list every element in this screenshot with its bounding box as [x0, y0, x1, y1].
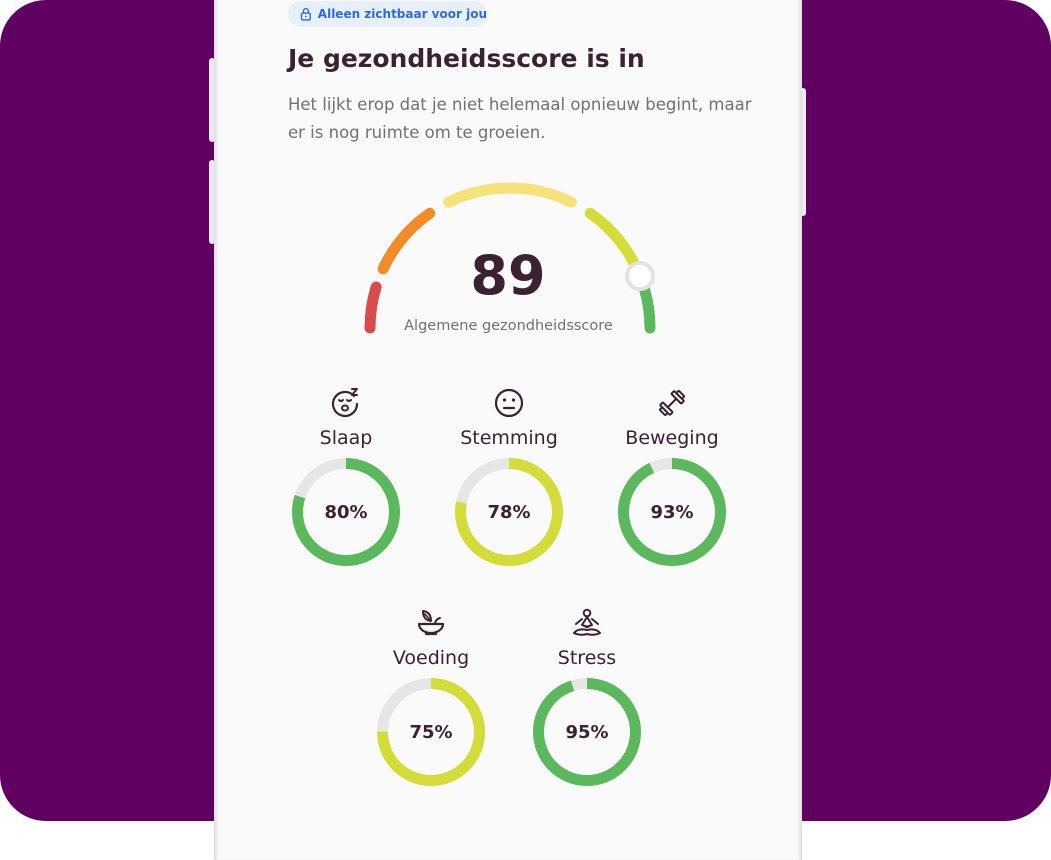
gauge-indicator-knob	[624, 261, 655, 292]
metric-name: Stemming	[460, 427, 558, 449]
overall-score-gauge	[364, 182, 656, 334]
metric-progress-ring	[455, 458, 563, 566]
phone-side-button	[209, 58, 215, 142]
privacy-badge: Alleen zichtbaar voor jou	[288, 1, 487, 27]
metric-percent: 78%	[487, 501, 531, 523]
metric-percent: 95%	[565, 721, 609, 743]
overall-score-label: Algemene gezondheidsscore	[404, 318, 613, 334]
metric-percent: 80%	[324, 501, 368, 523]
metric-name: Slaap	[319, 427, 373, 449]
metric-progress-ring	[618, 458, 726, 566]
metric-progress-ring	[292, 458, 400, 566]
gauge-segment-green	[638, 281, 656, 334]
gauge-segment-red	[364, 281, 382, 334]
sleeping-face-icon	[331, 388, 359, 418]
gauge-segment-orange	[377, 207, 436, 275]
gauge-segment-yellow	[443, 182, 577, 208]
privacy-badge-label: Alleen zichtbaar voor jou	[317, 7, 487, 21]
dumbbell-icon	[659, 390, 685, 416]
meditation-icon	[573, 608, 601, 636]
lock-icon	[300, 7, 312, 21]
metric-name: Beweging	[625, 427, 719, 449]
food-bowl-icon	[417, 610, 445, 636]
phone-side-button	[209, 160, 215, 244]
neutral-face-icon	[494, 388, 524, 418]
phone-power-button	[800, 88, 806, 216]
metric-name: Voeding	[392, 647, 470, 669]
page-title: Je gezondheidsscore is in	[288, 44, 645, 73]
metric-name: Stress	[557, 647, 617, 669]
overall-score-value: 89	[470, 244, 546, 307]
metric-percent: 75%	[409, 721, 453, 743]
metric-progress-ring	[377, 678, 485, 786]
page-subtitle: Het lijkt erop dat je niet helemaal opni…	[288, 95, 752, 142]
metric-percent: 93%	[650, 501, 694, 523]
phone-screen	[214, 0, 802, 860]
metric-progress-ring	[533, 678, 641, 786]
